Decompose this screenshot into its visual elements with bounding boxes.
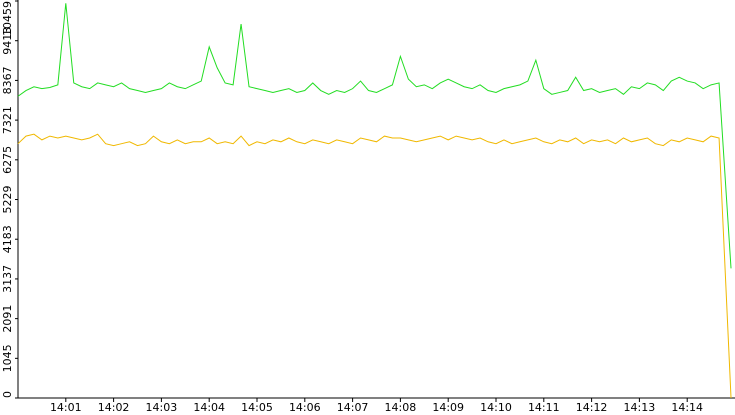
x-tick-label: 14:05 <box>241 401 273 414</box>
x-tick-label: 14:03 <box>146 401 178 414</box>
y-tick-label: 7321 <box>1 106 14 134</box>
y-tick-label: 8367 <box>1 66 14 94</box>
y-tick-label: 10459 <box>1 1 14 36</box>
y-tick-label: 3137 <box>1 265 14 293</box>
x-tick-label: 14:09 <box>432 401 464 414</box>
x-tick-label: 14:14 <box>671 401 703 414</box>
series-line <box>17 133 732 399</box>
x-tick-label: 14:12 <box>576 401 608 414</box>
y-tick-label: 0 <box>1 391 14 398</box>
x-tick-label: 14:01 <box>50 401 82 414</box>
x-tick-label: 14:07 <box>337 401 369 414</box>
x-tick-label: 14:02 <box>98 401 130 414</box>
y-tick-label: 9413 <box>1 27 14 55</box>
x-tick-label: 14:08 <box>385 401 417 414</box>
x-tick-label: 14:06 <box>289 401 321 414</box>
x-tick-label: 14:10 <box>480 401 512 414</box>
x-tick-label: 14:04 <box>193 401 225 414</box>
x-tick-label: 14:11 <box>528 401 560 414</box>
y-tick-label: 6275 <box>1 146 14 174</box>
y-tick-label: 2091 <box>1 305 14 333</box>
y-tick-label: 1045 <box>1 344 14 372</box>
x-tick-label: 14:13 <box>624 401 656 414</box>
series-line <box>17 3 732 269</box>
y-tick-label: 5229 <box>1 186 14 214</box>
y-tick-label: 4183 <box>1 225 14 253</box>
